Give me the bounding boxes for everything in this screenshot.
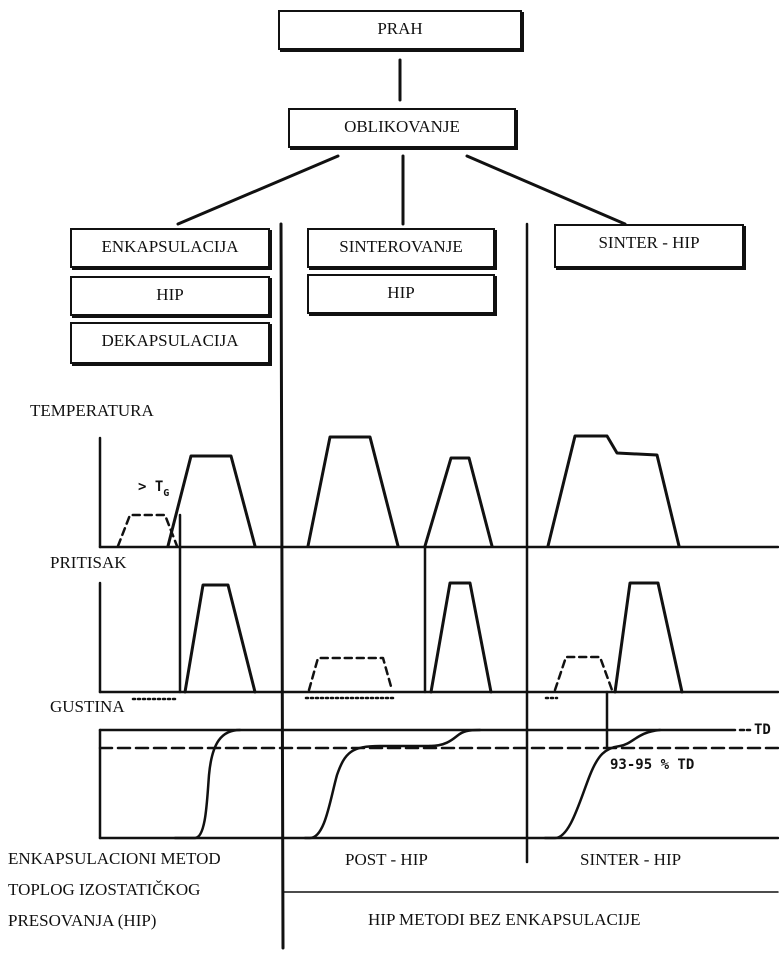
row-label-density: GUSTINA bbox=[50, 697, 125, 716]
step-enkapsulacija-label: ENKAPSULACIJA bbox=[101, 237, 239, 256]
divider-left-middle bbox=[279, 222, 285, 950]
connector-to-left bbox=[176, 154, 340, 226]
prah-box: PRAH bbox=[278, 10, 522, 50]
pressure-middle-dashed bbox=[307, 656, 394, 692]
step-hip-middle-box: HIP bbox=[307, 274, 495, 314]
density-curve-middle-1 bbox=[303, 744, 432, 840]
density-curve-middle-2 bbox=[428, 728, 482, 748]
bottom-sinter-hip: SINTER - HIP bbox=[580, 850, 682, 869]
step-sinter-hip-box: SINTER - HIP bbox=[554, 224, 744, 268]
step-hip-left-box: HIP bbox=[70, 276, 270, 316]
oblikovanje-box: OBLIKOVANJE bbox=[288, 108, 516, 148]
pressure-right-dashed bbox=[553, 655, 614, 692]
annotation-tg-sub: G bbox=[163, 488, 170, 499]
step-hip-middle-label: HIP bbox=[387, 283, 415, 302]
annotation-tg: > TG bbox=[138, 479, 169, 499]
bottom-left-line-1: ENKAPSULACIONI METOD bbox=[8, 849, 221, 868]
step-enkapsulacija-box: ENKAPSULACIJA bbox=[70, 228, 270, 268]
temperature-left-hip bbox=[166, 454, 257, 548]
step-sinter-hip-label: SINTER - HIP bbox=[598, 233, 700, 252]
pressure-middle-hip bbox=[429, 581, 493, 694]
bottom-no-encapsulation: HIP METODI BEZ ENKAPSULACIJE bbox=[368, 910, 641, 929]
step-dekapsulacija-box: DEKAPSULACIJA bbox=[70, 322, 270, 364]
step-hip-left-label: HIP bbox=[156, 285, 184, 304]
annotation-tg-text: > T bbox=[138, 479, 164, 495]
density-curve-right bbox=[543, 728, 662, 840]
pressure-left-hip bbox=[183, 583, 257, 694]
row-label-temperature: TEMPERATURA bbox=[30, 401, 154, 420]
temperature-middle-hip bbox=[423, 456, 494, 548]
temperature-right-sinterhip bbox=[546, 434, 681, 548]
bottom-left-line-2: TOPLOG IZOSTATIČKOG bbox=[8, 880, 201, 899]
oblikovanje-label: OBLIKOVANJE bbox=[344, 117, 460, 136]
step-sinterovanje-label: SINTEROVANJE bbox=[339, 237, 463, 256]
annotation-td: TD bbox=[754, 722, 771, 738]
prah-label: PRAH bbox=[377, 19, 423, 38]
annotation-partial-density: 93-95 % TD bbox=[610, 757, 695, 773]
temperature-middle-sinter bbox=[306, 435, 400, 548]
row-label-pressure: PRITISAK bbox=[50, 553, 127, 572]
bottom-post-hip: POST - HIP bbox=[345, 850, 428, 869]
step-sinterovanje-box: SINTEROVANJE bbox=[307, 228, 495, 268]
step-dekapsulacija-label: DEKAPSULACIJA bbox=[101, 331, 239, 350]
connector-to-right bbox=[465, 154, 627, 226]
pressure-right-hip bbox=[613, 581, 684, 694]
bottom-left-line-3: PRESOVANJA (HIP) bbox=[8, 911, 157, 930]
density-curve-left bbox=[173, 728, 242, 840]
